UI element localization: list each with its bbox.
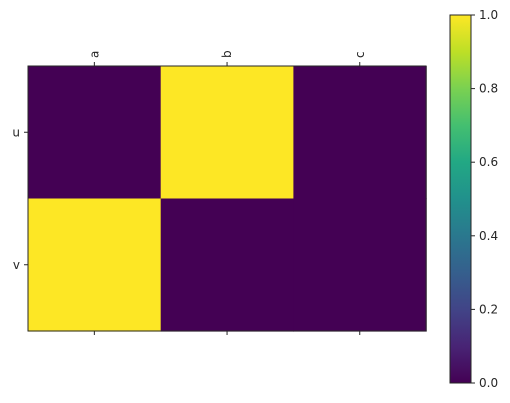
colorbar-tick-label-0.8: 0.8 [479,82,498,96]
heatmap-area: a b c u v [12,50,427,335]
heatmap-cell-u-c [293,66,427,200]
colorbar-frame [449,14,472,384]
heatmap-cell-v-a [28,198,162,332]
colorbar-tick-label-0.6: 0.6 [479,155,498,169]
x-tick-label-b: b [220,50,234,58]
x-tick-label-c: c [353,51,367,58]
colorbar-tick-label-0.2: 0.2 [479,302,498,316]
heatmap-cell-u-a [28,66,162,200]
heatmap-cell-v-b [160,198,294,332]
heatmap-cell-u-b [160,66,294,200]
colorbar-tick-label-0.4: 0.4 [479,229,498,243]
colorbar: 0.0 0.2 0.4 0.6 0.8 1.0 [449,8,498,390]
colorbar-tick-label-1.0: 1.0 [479,8,498,22]
y-tick-label-u: u [12,125,20,139]
colorbar-gradient [450,15,471,383]
colorbar-tick-label-0.0: 0.0 [479,376,498,390]
heatmap-cell-v-c [293,198,427,332]
x-tick-label-a: a [87,51,101,58]
y-tick-label-v: v [13,258,20,272]
